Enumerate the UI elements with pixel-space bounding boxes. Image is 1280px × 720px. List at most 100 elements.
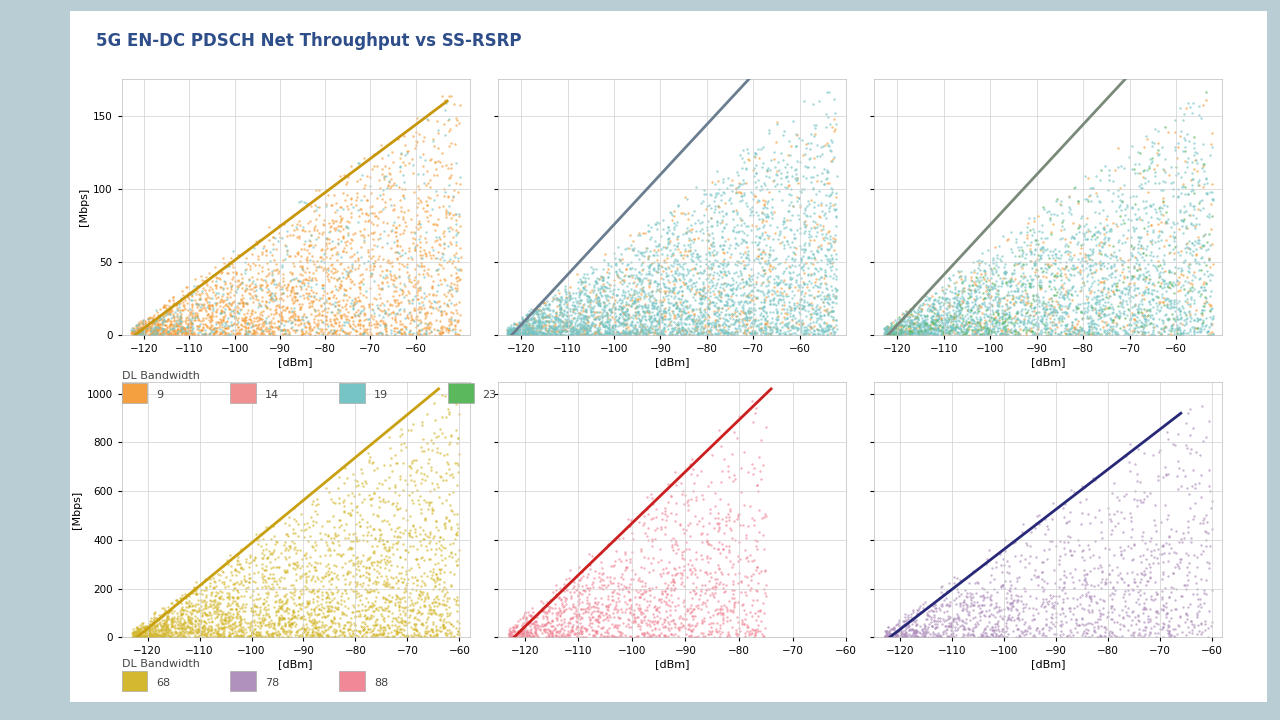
Point — [1167, 276, 1188, 287]
Point — [1059, 328, 1079, 340]
Point — [215, 322, 236, 333]
Point — [672, 326, 692, 338]
Point — [815, 322, 836, 333]
Point — [960, 284, 980, 296]
Point — [227, 629, 247, 641]
Point — [123, 631, 143, 642]
Point — [910, 606, 931, 618]
Point — [1112, 299, 1133, 310]
Point — [195, 298, 215, 310]
Point — [1033, 583, 1053, 595]
Point — [273, 294, 293, 306]
Point — [189, 289, 210, 301]
Point — [296, 284, 316, 295]
Point — [279, 540, 300, 552]
Point — [972, 256, 992, 267]
Point — [658, 233, 678, 244]
Point — [916, 310, 937, 322]
Point — [426, 189, 447, 201]
Point — [628, 286, 649, 297]
Point — [211, 315, 232, 326]
Point — [1037, 233, 1057, 244]
Point — [1128, 580, 1148, 592]
Point — [613, 582, 634, 594]
Point — [521, 325, 541, 336]
Point — [276, 328, 297, 339]
Point — [334, 494, 355, 505]
Point — [754, 294, 774, 305]
Point — [672, 329, 692, 341]
Point — [877, 320, 897, 332]
Point — [1128, 146, 1148, 158]
Point — [300, 615, 320, 626]
Point — [239, 327, 260, 338]
Point — [138, 629, 159, 640]
Point — [663, 256, 684, 267]
Point — [189, 615, 210, 626]
Point — [937, 321, 957, 333]
Point — [938, 315, 959, 327]
Point — [1108, 245, 1129, 256]
Point — [329, 309, 349, 320]
Point — [236, 285, 256, 297]
Point — [570, 624, 590, 636]
Point — [417, 323, 438, 334]
Point — [1093, 621, 1114, 633]
Point — [347, 176, 367, 187]
Point — [545, 328, 566, 340]
Point — [1201, 495, 1221, 506]
Point — [1108, 290, 1129, 302]
Point — [328, 585, 348, 596]
Point — [302, 570, 323, 582]
Point — [558, 625, 579, 636]
Point — [728, 320, 749, 331]
Point — [655, 528, 676, 540]
Point — [301, 540, 321, 552]
Point — [123, 328, 143, 340]
Point — [1065, 563, 1085, 575]
Point — [233, 297, 253, 308]
Point — [448, 627, 468, 639]
Point — [1190, 281, 1211, 292]
Point — [541, 322, 562, 333]
Point — [1180, 210, 1201, 221]
Point — [1100, 324, 1120, 336]
Point — [675, 273, 695, 284]
Point — [204, 594, 224, 606]
Point — [1197, 540, 1217, 552]
Point — [1119, 323, 1139, 335]
Point — [157, 329, 178, 341]
Point — [321, 574, 342, 585]
Point — [403, 186, 424, 198]
Point — [977, 303, 997, 315]
Point — [385, 571, 406, 582]
Point — [1121, 309, 1142, 320]
Point — [690, 315, 710, 326]
Point — [407, 112, 428, 124]
Point — [694, 294, 714, 305]
Point — [613, 329, 634, 341]
Point — [664, 515, 685, 526]
Point — [1112, 301, 1133, 312]
Point — [387, 613, 407, 625]
Point — [1167, 183, 1188, 194]
Point — [508, 631, 529, 643]
Point — [812, 228, 832, 240]
Point — [324, 312, 344, 324]
Point — [541, 630, 562, 642]
Point — [317, 623, 338, 634]
Point — [622, 269, 643, 281]
Point — [296, 328, 316, 339]
Point — [620, 586, 640, 598]
Point — [652, 328, 672, 339]
Point — [1082, 293, 1102, 305]
Point — [598, 323, 618, 334]
Point — [520, 314, 540, 325]
Point — [695, 566, 716, 577]
Point — [920, 611, 941, 623]
Point — [987, 284, 1007, 296]
Point — [940, 274, 960, 286]
Point — [1078, 604, 1098, 616]
Point — [156, 305, 177, 316]
Point — [564, 601, 585, 613]
